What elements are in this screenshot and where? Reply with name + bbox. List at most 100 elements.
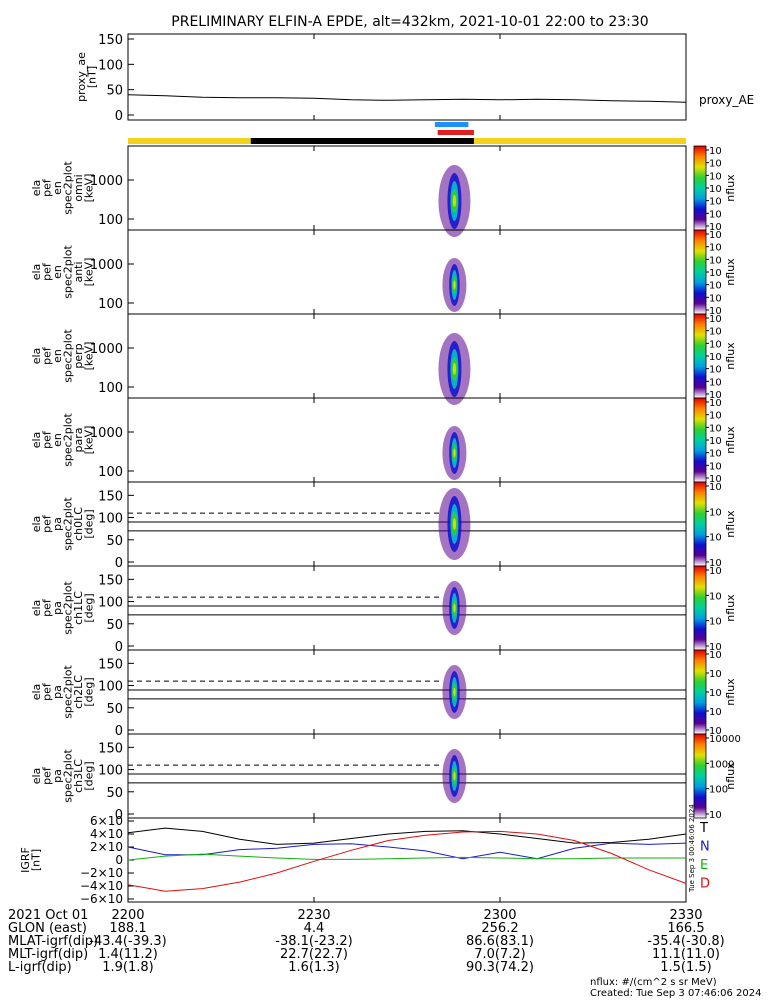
colorbar-scale bbox=[693, 229, 707, 315]
colorbar-tick-label: 105 bbox=[709, 591, 722, 602]
colorbar-tick-label: 106 bbox=[709, 650, 722, 661]
ylabel-line: proxy_ae bbox=[75, 52, 88, 102]
panel-frame bbox=[127, 145, 687, 231]
colorbar-tick-label: 102 bbox=[709, 209, 722, 220]
ylabel-line: en bbox=[51, 265, 64, 279]
conjunction-marker bbox=[437, 130, 474, 135]
y-tick-label: −4×104 bbox=[80, 879, 123, 893]
ylabel-line: pef bbox=[40, 766, 53, 785]
panel-frame bbox=[127, 397, 687, 483]
igrf-legend-N: N bbox=[700, 840, 710, 855]
colorbar-scale bbox=[693, 313, 707, 399]
footer-row-value: 1.5(1.5) bbox=[660, 960, 712, 975]
flux-region bbox=[453, 448, 456, 458]
y-tick-label: 50 bbox=[106, 534, 123, 549]
colorbar-label-text: nflux bbox=[724, 426, 737, 454]
colorbar-tick-label: 10000 bbox=[709, 734, 741, 745]
ylabel-line: spec2plot bbox=[61, 245, 74, 299]
side-stamp: Tue Sep 3 00:46:06 2024 bbox=[688, 804, 696, 893]
y-tick-label: 150 bbox=[98, 489, 123, 504]
y-tick-label: 1000 bbox=[90, 174, 123, 189]
colorbar-tick-label: 106 bbox=[709, 411, 722, 422]
footer-row-value: -38.1(-23.2) bbox=[275, 934, 353, 949]
ylabel-line: spec2plot bbox=[61, 413, 74, 467]
ylabel-line: pef bbox=[40, 262, 53, 281]
colorbar-tick-label: 100 bbox=[709, 785, 728, 796]
y-tick-label: 100 bbox=[98, 213, 123, 228]
colorbar-label: nflux bbox=[724, 258, 737, 286]
y-tick-label: 50 bbox=[106, 618, 123, 633]
colorbar-label: nflux bbox=[724, 342, 737, 370]
colorbar-tick-label: 106 bbox=[709, 327, 722, 338]
igrf-legend-E: E bbox=[700, 858, 708, 873]
colorbar-tick-label: 106 bbox=[709, 566, 722, 577]
colorbar-tick-label: 101 bbox=[709, 306, 722, 317]
ylabel-line: spec2plot bbox=[61, 665, 74, 719]
colorbar-tick-label: 107 bbox=[709, 482, 722, 493]
flux-region bbox=[453, 603, 456, 613]
y-tick-label: 1000 bbox=[90, 426, 123, 441]
status-segment bbox=[250, 138, 474, 144]
flux-region bbox=[452, 363, 457, 375]
spectrogram-panel: 1000100elapefenspec2plotpara[keV]1071061… bbox=[30, 397, 737, 485]
footer-row-value: 2200 bbox=[111, 908, 145, 923]
ylabel-line: pa bbox=[51, 517, 64, 531]
ylabel-line: IGRF bbox=[19, 847, 32, 873]
ylabel-line: [keV] bbox=[82, 342, 95, 371]
colorbar-label: nflux bbox=[724, 174, 737, 202]
colorbar-tick-label: 104 bbox=[709, 352, 722, 363]
ylabel-line: ela bbox=[30, 600, 43, 617]
ylabel-line: pa bbox=[51, 601, 64, 615]
colorbar-tick-label: 106 bbox=[709, 507, 722, 518]
ylabel-line: [deg] bbox=[82, 677, 95, 706]
footer-row-label: L-igrf(dip) bbox=[8, 960, 72, 975]
ylabel-line: spec2plot bbox=[61, 329, 74, 383]
ylabel-line: spec2plot bbox=[61, 581, 74, 635]
colorbar-tick-label: 103 bbox=[709, 197, 722, 208]
colorbar-label-text: nflux bbox=[724, 510, 737, 538]
footer-row-label: GLON (east) bbox=[8, 921, 87, 936]
footer-row-value: 4.4 bbox=[303, 921, 325, 936]
y-tick-label: 100 bbox=[98, 764, 123, 779]
colorbar-tick-label: 101 bbox=[709, 390, 722, 401]
ylabel-line: perp bbox=[72, 343, 85, 368]
ylabel-line: [keV] bbox=[82, 174, 95, 203]
igrf-ylabel: IGRF[nT] bbox=[19, 847, 43, 873]
colorbar-scale bbox=[693, 145, 707, 231]
footer-row-label: MLAT-igrf(dip) bbox=[8, 934, 99, 949]
ylabel-line: ch0LC bbox=[72, 507, 85, 541]
flux-region bbox=[453, 687, 456, 697]
colorbar-tick-label: 104 bbox=[709, 436, 722, 447]
colorbar-tick-label: 101 bbox=[709, 474, 722, 485]
y-tick-label: 6×104 bbox=[90, 814, 123, 828]
igrf-series-T bbox=[127, 827, 687, 845]
ylabel-line: en bbox=[51, 349, 64, 363]
status-segment bbox=[473, 138, 686, 144]
y-tick-label: 100 bbox=[98, 58, 123, 73]
created-stamp: Created: Tue Sep 3 07:46:06 2024 bbox=[590, 988, 762, 999]
y-tick-label: 1000 bbox=[90, 258, 123, 273]
footer-row-value: 1.9(1.8) bbox=[102, 960, 154, 975]
colorbar-tick-label: 102 bbox=[709, 293, 722, 304]
conjunction-marker bbox=[434, 122, 469, 127]
ylabel-line: spec2plot bbox=[61, 161, 74, 215]
ylabel-line: pef bbox=[40, 346, 53, 365]
y-tick-label: 1000 bbox=[90, 342, 123, 357]
igrf-series-N bbox=[127, 842, 687, 860]
footer-row-label: MLT-igrf(dip) bbox=[8, 947, 89, 962]
footer-row-value: 90.3(74.2) bbox=[465, 960, 535, 975]
ylabel-line: [keV] bbox=[82, 426, 95, 455]
ylabel-line: omni bbox=[72, 174, 85, 201]
ylabel-line: ela bbox=[30, 348, 43, 365]
colorbar-tick-label: 104 bbox=[709, 688, 722, 699]
ylabel-line: en bbox=[51, 433, 64, 447]
spectrogram-panel: 1000100elapefenspec2plotomni[keV]1071061… bbox=[30, 145, 737, 237]
colorbar-label-text: nflux bbox=[724, 762, 737, 790]
